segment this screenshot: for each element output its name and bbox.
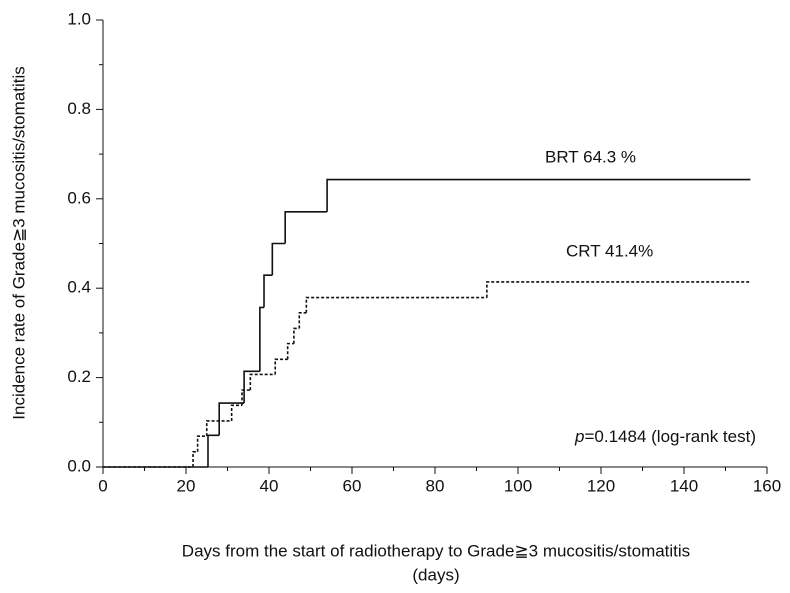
y-tick-label: 1.0 <box>67 9 91 28</box>
x-tick-label: 160 <box>753 476 781 495</box>
y-tick-label: 0.2 <box>67 367 91 386</box>
test-note: p=0.1484 (log-rank test) <box>574 427 756 446</box>
p-symbol: p <box>574 427 584 446</box>
step-segment <box>207 434 220 467</box>
x-tick-label: 100 <box>504 476 532 495</box>
x-tick-label: 80 <box>426 476 445 495</box>
step-segment <box>230 404 243 421</box>
step-segment <box>205 420 232 437</box>
step-segment <box>249 373 276 391</box>
step-segment <box>305 296 487 313</box>
step-segment <box>196 435 207 452</box>
y-axis-label: Incidence rate of Grade≧3 mucositis/stom… <box>9 66 28 419</box>
step-segment <box>293 327 300 344</box>
step-segment <box>259 306 265 372</box>
annotation: CRT 41.4% <box>566 241 653 260</box>
test-text: =0.1484 (log-rank test) <box>584 427 756 446</box>
step-segment <box>192 451 198 467</box>
y-tick-label: 0.8 <box>67 99 91 118</box>
x-tick-label: 20 <box>177 476 196 495</box>
step-segment <box>284 210 328 244</box>
step-segment <box>286 342 294 360</box>
x-tick-label: 120 <box>587 476 615 495</box>
x-axis-label: (days) <box>412 565 459 584</box>
x-axis-label: Days from the start of radiotherapy to G… <box>182 541 690 560</box>
step-segment <box>486 281 751 298</box>
x-tick-label: 0 <box>98 476 107 495</box>
x-tick-label: 140 <box>670 476 698 495</box>
step-segment <box>218 402 245 436</box>
step-segment <box>274 358 288 375</box>
step-segment <box>271 242 286 276</box>
step-segment <box>263 274 273 308</box>
y-tick-label: 0.6 <box>67 188 91 207</box>
y-tick-label: 0.4 <box>67 278 91 297</box>
step-segment <box>326 178 751 212</box>
step-segment <box>243 370 260 404</box>
annotation: BRT 64.3 % <box>545 147 636 166</box>
y-tick-label: 0.0 <box>67 456 91 475</box>
step-segment <box>241 389 251 406</box>
step-segment <box>298 311 307 329</box>
x-tick-label: 60 <box>343 476 362 495</box>
x-tick-label: 40 <box>260 476 279 495</box>
